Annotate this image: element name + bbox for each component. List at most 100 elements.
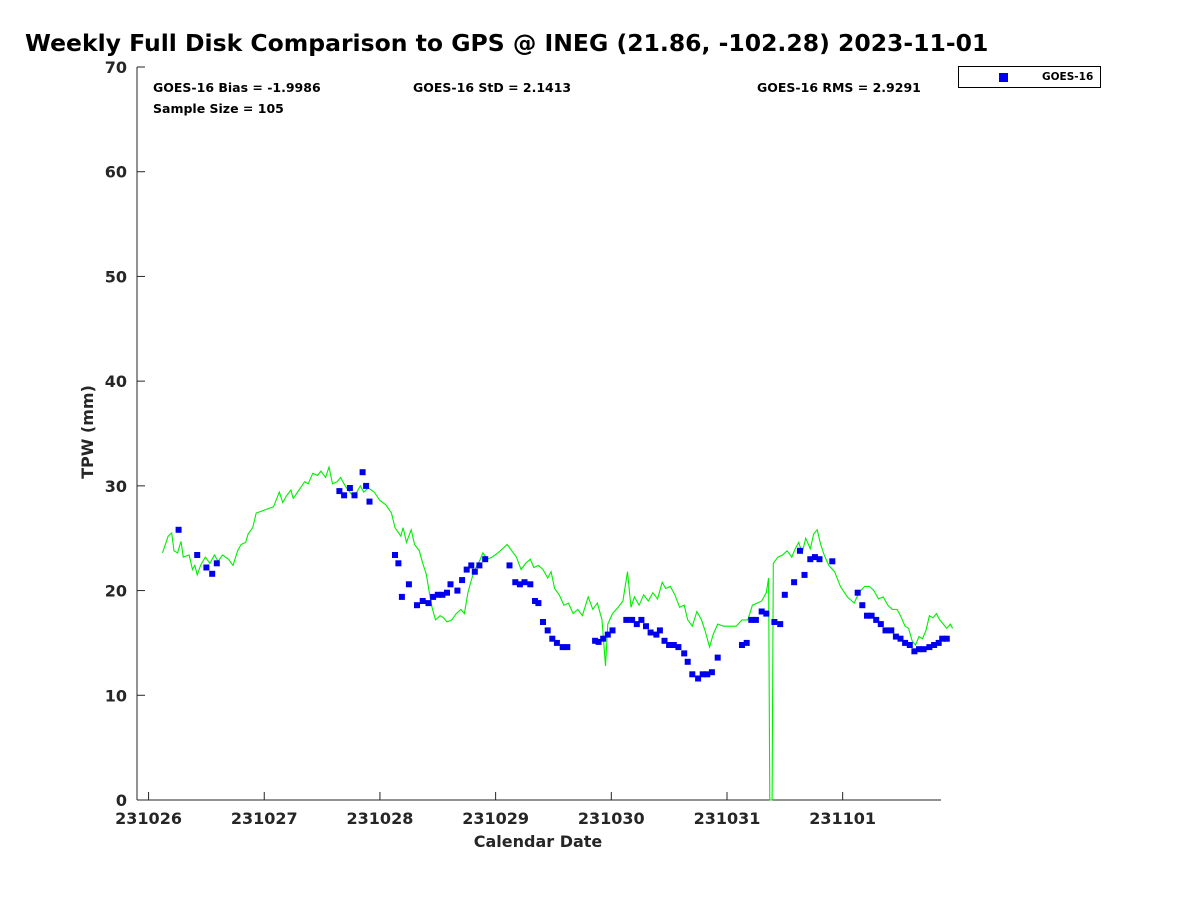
chart-title: Weekly Full Disk Comparison to GPS @ INE… — [25, 29, 989, 57]
goes-point — [670, 642, 677, 648]
goes-point — [419, 598, 426, 604]
sample-size-stat: Sample Size = 105 — [153, 101, 284, 116]
x-tick-label: 231029 — [462, 809, 529, 828]
goes-point — [661, 637, 668, 644]
goes-point — [521, 579, 528, 586]
goes-point — [194, 552, 201, 558]
goes-point — [482, 556, 489, 563]
goes-point — [699, 671, 706, 678]
goes-point — [877, 621, 884, 628]
goes-point — [459, 577, 466, 584]
goes-point — [609, 627, 616, 634]
legend-marker-icon — [999, 73, 1008, 82]
goes-point — [203, 564, 210, 571]
goes-point — [434, 591, 441, 598]
x-tick-label: 231031 — [694, 809, 761, 828]
goes-series — [175, 469, 950, 682]
goes-point — [920, 646, 927, 653]
goes-point — [859, 602, 866, 609]
goes-point — [398, 593, 405, 600]
goes-point — [906, 642, 913, 648]
goes-point — [791, 579, 798, 586]
goes-point — [752, 616, 759, 623]
goes-point — [476, 562, 483, 569]
y-tick-label: 20 — [105, 582, 127, 601]
goes-point — [175, 526, 182, 533]
goes-point — [675, 644, 682, 651]
goes-point — [549, 635, 556, 642]
x-tick-label: 231027 — [231, 809, 298, 828]
goes-point — [868, 612, 875, 619]
goes-point — [714, 654, 721, 661]
goes-point — [592, 637, 599, 644]
goes-point — [816, 556, 823, 563]
goes-point — [512, 579, 519, 586]
goes-point — [532, 598, 538, 604]
goes-point — [748, 616, 755, 623]
goes-point — [414, 602, 420, 609]
goes-point — [781, 591, 788, 598]
goes-point — [336, 488, 343, 495]
goes-point — [758, 608, 765, 615]
goes-point — [943, 635, 950, 642]
gps-series — [161, 464, 954, 801]
goes-point — [444, 589, 450, 596]
legend: GOES-16 — [958, 66, 1101, 88]
goes-point — [454, 587, 461, 594]
goes-point — [506, 562, 513, 569]
goes-point — [535, 600, 542, 607]
goes-point — [638, 616, 645, 623]
goes-point — [854, 589, 861, 596]
goes-point — [916, 646, 922, 653]
goes-point — [708, 669, 715, 676]
x-tick-label: 231028 — [347, 809, 414, 828]
goes-point — [704, 671, 711, 678]
goes-point — [425, 600, 432, 607]
goes-point — [864, 612, 870, 619]
goes-point — [395, 560, 402, 567]
goes-point — [363, 482, 370, 489]
goes-point — [771, 619, 778, 625]
rms-stat: GOES-16 RMS = 2.9291 — [757, 80, 921, 95]
y-tick-label: 30 — [105, 477, 127, 496]
goes-point — [931, 642, 938, 648]
goes-point — [439, 591, 446, 598]
y-tick-label: 40 — [105, 372, 127, 391]
goes-point — [801, 571, 808, 578]
goes-point — [695, 675, 702, 682]
goes-point — [527, 581, 534, 588]
goes-point — [656, 627, 663, 634]
goes-point — [351, 492, 358, 499]
goes-point — [468, 562, 475, 569]
goes-point — [743, 639, 750, 646]
goes-point — [405, 581, 412, 588]
goes-point — [366, 498, 373, 505]
goes-point — [430, 593, 437, 600]
goes-point — [689, 671, 696, 678]
goes-point — [763, 610, 770, 617]
goes-point — [564, 644, 571, 651]
goes-point — [882, 627, 889, 634]
ticks: 0 10 20 30 40 50 60 70 231026 231027 231028 231029 2… — [105, 58, 876, 828]
goes-point — [629, 616, 636, 623]
goes-point — [892, 633, 899, 640]
goes-point — [346, 485, 353, 491]
goes-point — [829, 558, 836, 565]
goes-point — [796, 547, 803, 554]
goes-point — [553, 639, 560, 646]
goes-point — [559, 644, 566, 651]
goes-point — [471, 568, 478, 575]
goes-point — [888, 627, 895, 634]
goes-point — [209, 570, 216, 577]
goes-point — [595, 638, 602, 645]
y-axis-label: TPW (mm) — [78, 385, 97, 479]
goes-point — [540, 619, 546, 625]
goes-point — [739, 642, 745, 648]
goes-point — [359, 469, 366, 476]
goes-point — [623, 616, 630, 623]
y-tick-label: 50 — [105, 267, 127, 286]
x-tick-label: 231101 — [809, 809, 876, 828]
goes-point — [681, 650, 688, 657]
goes-point — [544, 627, 551, 634]
